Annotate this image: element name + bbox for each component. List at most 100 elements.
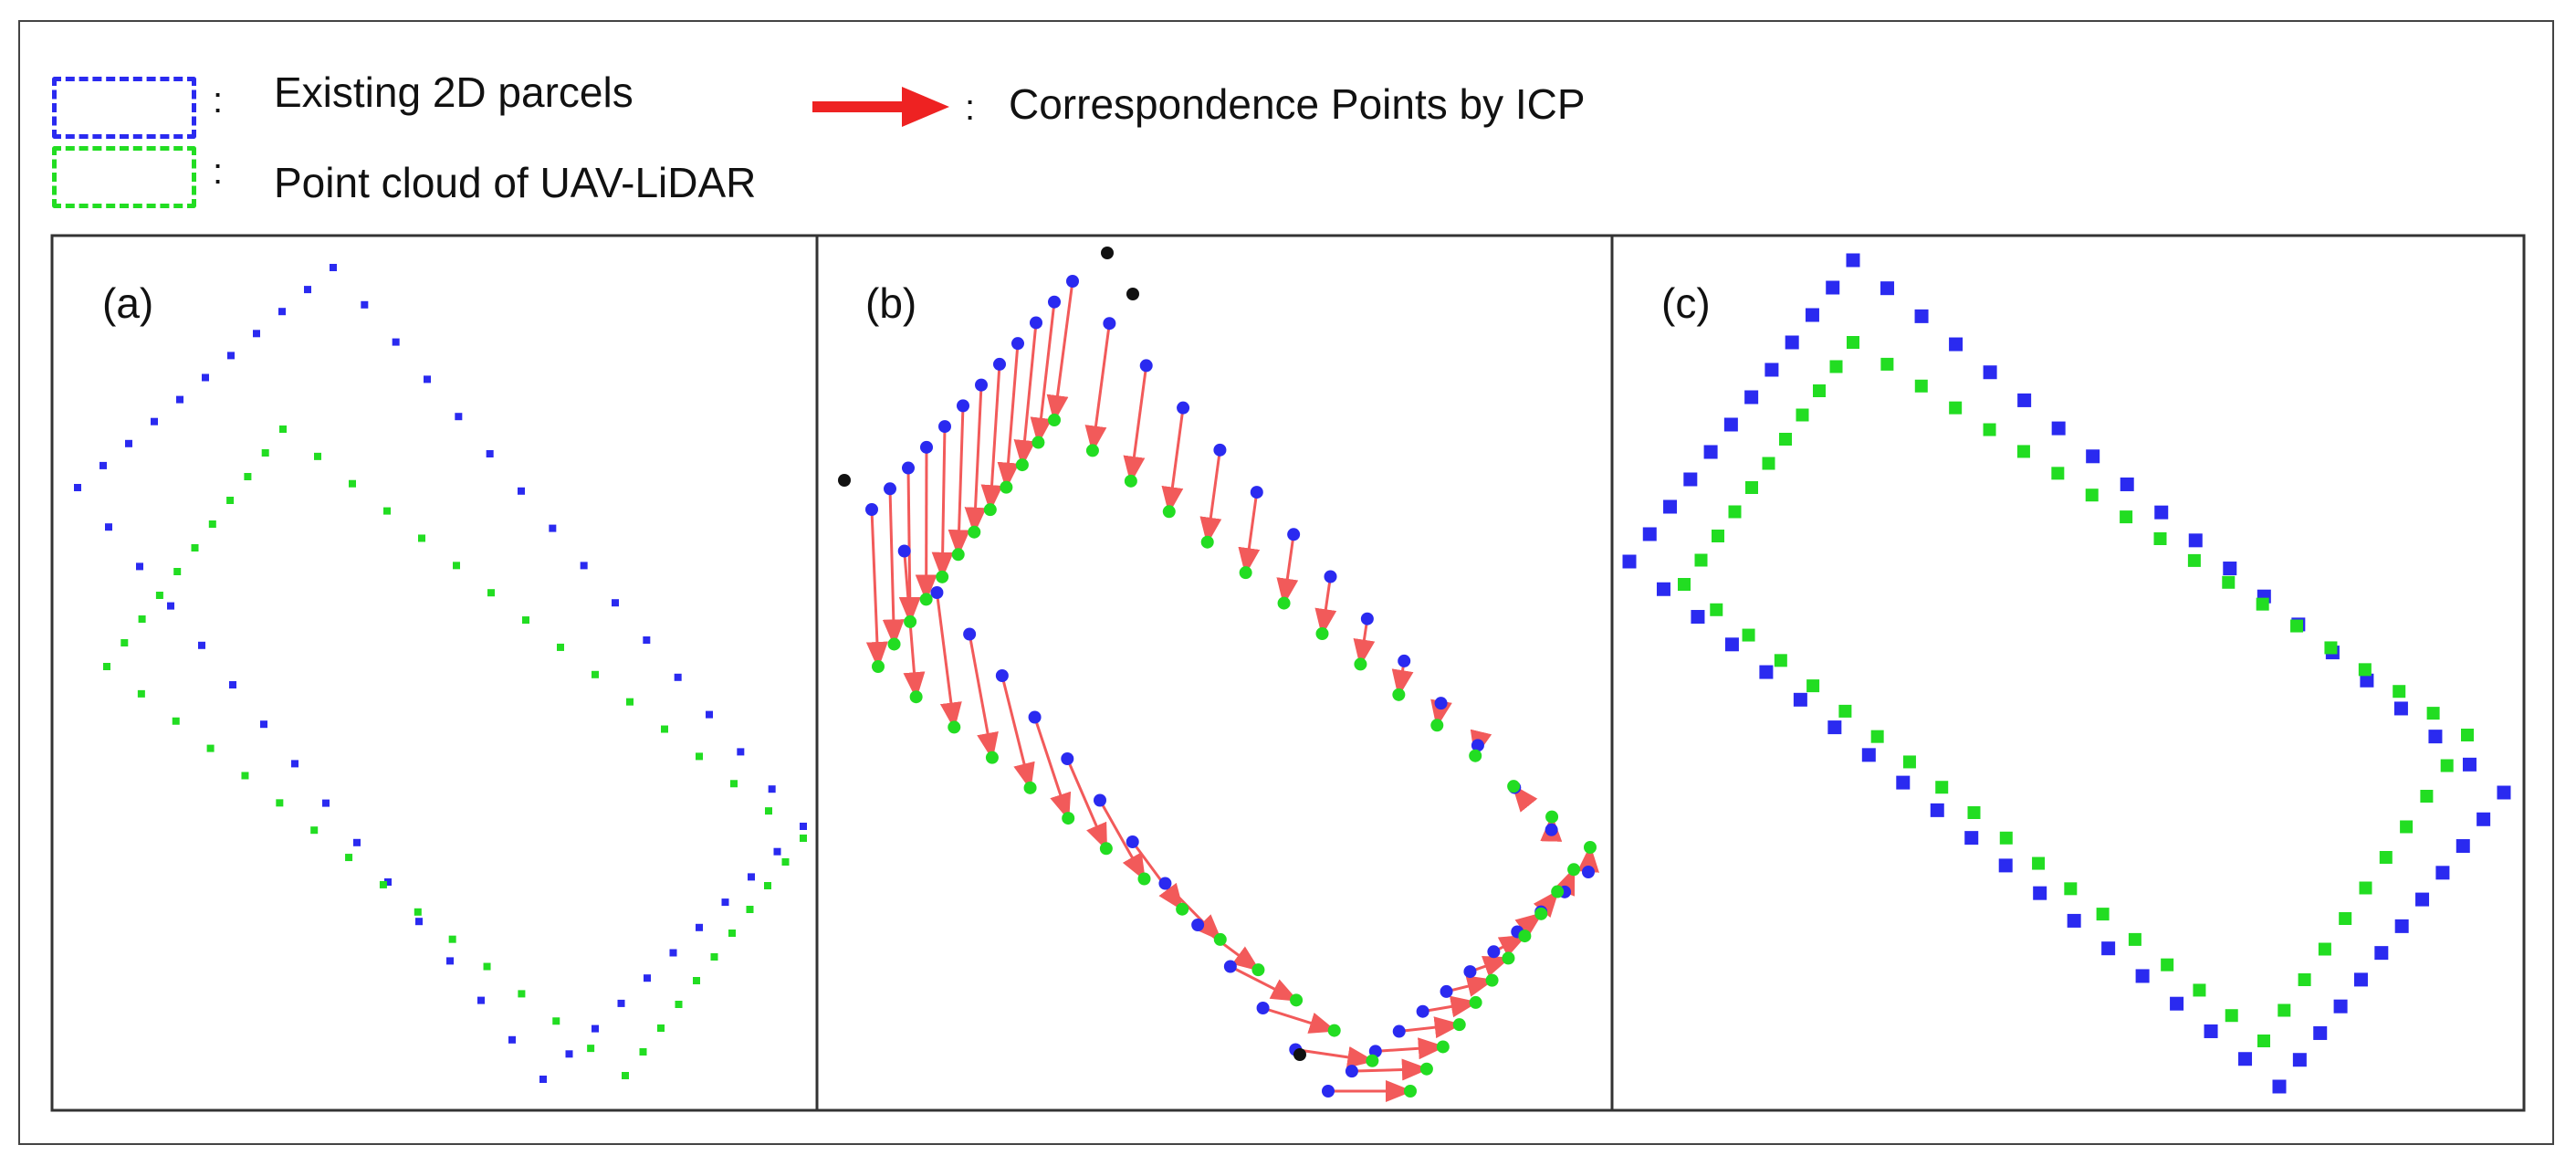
lidar-point: [1469, 749, 1482, 762]
lidar-point: [657, 1024, 665, 1032]
lidar-point: [1983, 423, 1996, 436]
lidar-point: [1806, 679, 1820, 693]
lidar-point: [1239, 566, 1252, 580]
correspondence-arrow: [1123, 365, 1148, 484]
parcel-point: [1949, 337, 1963, 352]
parcel-point: [415, 918, 423, 926]
lidar-point: [1567, 863, 1581, 877]
lidar-point: [1419, 1062, 1433, 1076]
correspondence-arrow: [1295, 1046, 1376, 1068]
parcel-point: [2353, 972, 2368, 987]
lidar-point: [191, 544, 199, 551]
lidar-point: [622, 1072, 629, 1079]
parcel-point: [446, 957, 454, 965]
parcel-point: [1398, 654, 1411, 667]
correspondence-arrow: [1262, 1006, 1337, 1034]
lidar-point: [1251, 963, 1265, 977]
parcel-point: [1914, 309, 1929, 323]
lidar-point: [1452, 1018, 1466, 1032]
parcel-point: [957, 399, 969, 413]
parcel-point: [136, 562, 143, 571]
lidar-point: [173, 568, 182, 575]
parcel-point: [1434, 697, 1448, 710]
parcel-point: [2292, 1053, 2307, 1067]
lidar-point: [1880, 357, 1894, 371]
lidar-point: [1015, 458, 1029, 472]
parcel-point: [565, 1050, 573, 1058]
lidar-point: [710, 953, 718, 961]
parcel-point: [2435, 866, 2450, 880]
lidar-point: [2440, 759, 2454, 772]
lidar-point: [1678, 578, 1691, 591]
parcel-point: [669, 949, 677, 957]
figure-frame: [18, 20, 2554, 1145]
lidar-point: [2339, 912, 2352, 925]
lidar-point: [383, 507, 391, 515]
lidar-point: [887, 637, 901, 651]
parcel-point: [773, 847, 781, 856]
parcel-point: [353, 838, 361, 846]
parcel-point: [1463, 965, 1477, 979]
correspondence-arrow: [1033, 717, 1072, 821]
lidar-point: [2358, 663, 2372, 677]
lidar-point: [1967, 806, 1981, 819]
lidar-point: [696, 752, 703, 761]
parcel-point: [617, 999, 625, 1007]
panels-outer-border: [50, 234, 2526, 1112]
parcel-point: [1764, 362, 1779, 377]
parcel-point: [1759, 665, 1774, 679]
lidar-point: [2016, 445, 2030, 458]
lidar-point: [1551, 885, 1565, 898]
parcel-point: [1487, 945, 1501, 959]
lidar-point: [1327, 1024, 1341, 1037]
parcel-point: [125, 439, 132, 447]
parcel-point: [229, 681, 236, 688]
lidar-point: [1277, 596, 1291, 610]
legend-arrow-icon: [812, 87, 949, 127]
lidar-point: [241, 772, 249, 780]
correspondence-arrow: [1230, 965, 1299, 1002]
correspondence-arrow: [1084, 323, 1111, 454]
parcel-point: [384, 878, 392, 886]
correspondence-arrow: [1238, 491, 1261, 576]
lidar-point: [2318, 942, 2331, 956]
correspondence-arrow: [1161, 407, 1185, 515]
lidar-point: [1779, 433, 1792, 446]
outlier-point: [1101, 247, 1114, 259]
parcel-point: [995, 669, 1009, 682]
lidar-point: [1404, 1085, 1417, 1098]
parcel-point: [2086, 449, 2100, 464]
parcel-point: [2120, 477, 2134, 491]
lidar-point: [244, 473, 252, 480]
lidar-point: [1485, 973, 1499, 987]
lidar-point: [781, 858, 790, 866]
lidar-point: [1935, 781, 1949, 794]
parcel-point: [2033, 886, 2047, 900]
parcel-point: [2223, 562, 2237, 576]
lidar-point: [2153, 532, 2167, 545]
legend-label-icp: Correspondence Points by ICP: [1009, 80, 1586, 128]
lidar-point: [948, 720, 961, 734]
parcel-point: [993, 357, 1006, 371]
lidar-point: [2222, 575, 2236, 589]
parcel-point: [920, 440, 933, 454]
correspondence-arrow: [1164, 882, 1222, 942]
parcel-point: [696, 923, 703, 931]
lidar-point: [1366, 1054, 1379, 1067]
lidar-point: [2324, 641, 2338, 655]
outlier-point: [1126, 288, 1139, 300]
correspondence-arrow: [1422, 995, 1479, 1018]
parcel-point: [897, 544, 911, 558]
parcel-point: [1066, 275, 1079, 288]
parcel-point: [1250, 486, 1263, 499]
lidar-point: [2420, 790, 2434, 803]
lidar-point: [349, 479, 356, 488]
parcel-point: [644, 974, 651, 982]
lidar-point: [1949, 401, 1963, 415]
lidar-point: [552, 1017, 560, 1025]
lidar-point: [2298, 973, 2311, 986]
panel-c: [1622, 253, 2511, 1094]
parcel-point: [1683, 472, 1698, 487]
parcel-point: [167, 602, 174, 610]
